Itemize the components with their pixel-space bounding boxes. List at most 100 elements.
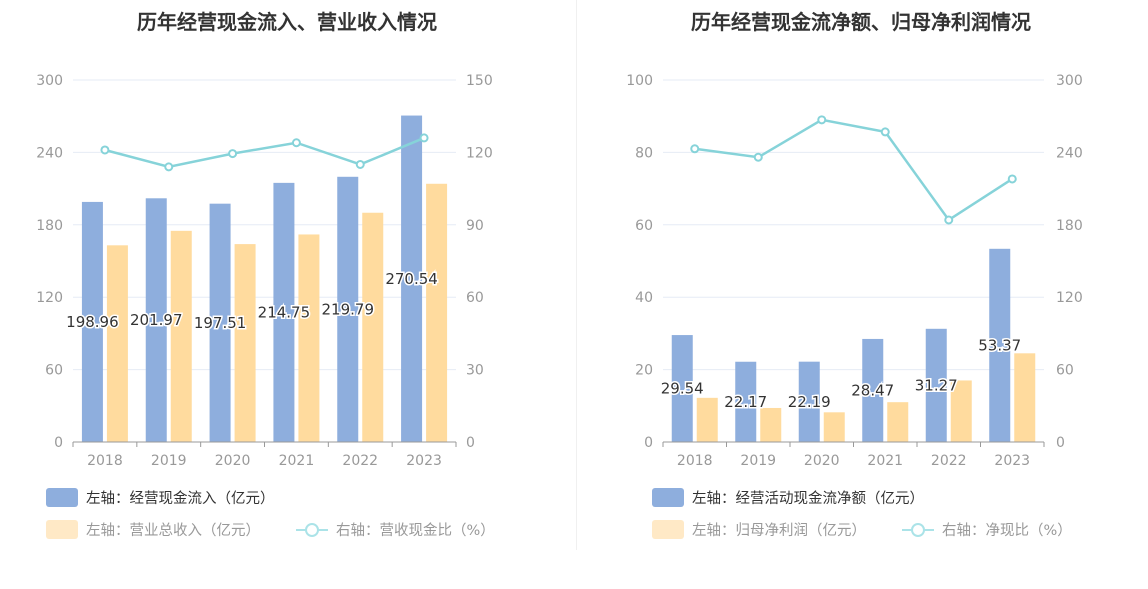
legend-label: 左轴：归母净利润（亿元） xyxy=(692,523,866,539)
line-point xyxy=(100,145,110,155)
x-axis-tick-label: 2021 xyxy=(867,453,903,469)
legend-label: 右轴：净现比（%） xyxy=(942,523,1072,539)
line-series xyxy=(104,136,425,169)
bar-series-1 xyxy=(735,361,757,442)
bar-series-1 xyxy=(81,201,103,442)
line-point xyxy=(419,133,429,143)
bar-series-1 xyxy=(925,328,947,442)
bar-series-2 xyxy=(887,402,909,442)
y-axis-left-tick-label: 60 xyxy=(635,218,653,234)
y-axis-left-tick-label: 40 xyxy=(635,290,653,306)
bar-data-label: 219.79 xyxy=(322,300,375,318)
y-axis-right-tick-label: 180 xyxy=(1056,218,1083,234)
legend-item-cash-revenue-ratio[interactable]: 右轴：营收现金比（%） xyxy=(296,519,495,540)
x-axis-tick-label: 2022 xyxy=(342,453,378,469)
bar-series-2 xyxy=(1014,353,1036,442)
y-axis-right-tick-label: 0 xyxy=(466,435,475,451)
x-axis-tick-label: 2020 xyxy=(215,453,251,469)
x-axis-tick-label: 2018 xyxy=(87,453,123,469)
line-point xyxy=(753,152,763,162)
chart-panel-net-cash-flow: 历年经营现金流净额、归母净利润情况 0 20 40 60 80 100 0 60 120 180 2… xyxy=(574,0,1148,589)
legend-line-icon xyxy=(296,520,328,539)
bar-data-label: 31.27 xyxy=(915,376,958,394)
bar-data-label: 197.51 xyxy=(194,314,247,332)
chart-title: 历年经营现金流净额、归母净利润情况 xyxy=(691,10,1031,34)
y-axis-right-tick-label: 240 xyxy=(1056,145,1083,161)
bar-series-2 xyxy=(823,412,845,442)
y-axis-right-tick-label: 30 xyxy=(466,363,484,379)
x-axis-tick-label: 2020 xyxy=(804,453,840,469)
y-axis-left-tick-label: 120 xyxy=(36,290,63,306)
bar-series-2 xyxy=(760,407,782,442)
y-axis-left-tick-label: 0 xyxy=(644,435,653,451)
bar-data-label: 22.17 xyxy=(724,393,767,411)
line-point xyxy=(291,138,301,148)
y-axis-right-tick-label: 60 xyxy=(1056,363,1074,379)
legend-swatch-blue xyxy=(652,488,684,507)
bar-series-1 xyxy=(273,182,295,442)
bar-data-label: 214.75 xyxy=(258,303,311,321)
legend-label: 右轴：营收现金比（%） xyxy=(336,523,495,539)
bar-series-2 xyxy=(298,234,320,442)
line-series xyxy=(694,118,1013,222)
x-axis-tick-label: 2022 xyxy=(931,453,967,469)
bar-series-1 xyxy=(989,248,1011,442)
legend-swatch-yellow xyxy=(652,520,684,539)
legend-label: 左轴：营业总收入（亿元） xyxy=(86,523,260,539)
y-axis-left-tick-label: 240 xyxy=(36,145,63,161)
y-axis-left-tick-label: 20 xyxy=(635,363,653,379)
legend-swatch-yellow xyxy=(46,520,78,539)
bar-series-1 xyxy=(209,203,231,442)
bar-series-2 xyxy=(106,245,128,442)
y-axis-left-tick-label: 300 xyxy=(36,73,63,89)
x-axis-tick-label: 2023 xyxy=(406,453,442,469)
line-point xyxy=(690,144,700,154)
bar-data-label: 270.54 xyxy=(385,270,438,288)
y-axis-right-tick-label: 300 xyxy=(1056,73,1083,89)
bar-series-2 xyxy=(696,397,718,442)
line-point xyxy=(817,115,827,125)
bar-data-label: 28.47 xyxy=(851,381,894,399)
bar-data-label: 53.37 xyxy=(978,336,1021,354)
chart-panel-cash-inflow: 历年经营现金流入、营业收入情况 0 60 120 180 240 300 0 30 60 90 12… xyxy=(36,10,495,540)
line-point xyxy=(228,149,238,159)
y-axis-left-tick-label: 0 xyxy=(54,435,63,451)
legend-swatch-blue xyxy=(46,488,78,507)
chart-plot-area: 0 60 120 180 240 300 0 30 60 90 120 150 2018 2019 2020… xyxy=(36,73,493,469)
bar-data-label: 201.97 xyxy=(130,311,183,329)
legend-item-cash-inflow[interactable]: 左轴：经营现金流入（亿元） xyxy=(46,487,275,508)
bar-data-label: 29.54 xyxy=(661,380,704,398)
legend-line-icon xyxy=(902,520,934,539)
x-axis-tick-label: 2023 xyxy=(994,453,1030,469)
bar-series-2 xyxy=(362,212,384,442)
bar-series-2 xyxy=(426,183,448,443)
legend-item-net-cash-flow[interactable]: 左轴：经营活动现金流净额（亿元） xyxy=(652,487,924,508)
legend-label: 左轴：经营活动现金流净额（亿元） xyxy=(692,491,924,507)
legend-item-net-profit[interactable]: 左轴：归母净利润（亿元） xyxy=(652,519,866,540)
bar-series-1 xyxy=(337,176,359,442)
bar-data-label: 198.96 xyxy=(66,313,119,331)
bar-series-1 xyxy=(145,198,167,442)
legend-item-revenue[interactable]: 左轴：营业总收入（亿元） xyxy=(46,519,260,540)
bar-series-1 xyxy=(671,335,693,442)
panel-divider xyxy=(576,0,577,550)
y-axis-right-tick-label: 120 xyxy=(1056,290,1083,306)
y-axis-left-tick-label: 100 xyxy=(626,73,653,89)
line-point xyxy=(164,162,174,172)
y-axis-left-tick-label: 60 xyxy=(45,363,63,379)
chart-title: 历年经营现金流入、营业收入情况 xyxy=(137,10,437,34)
bar-data-label: 22.19 xyxy=(788,393,831,411)
x-axis-tick-label: 2018 xyxy=(677,453,713,469)
line-point xyxy=(944,215,954,225)
y-axis-right-tick-label: 120 xyxy=(466,145,493,161)
bar-series-1 xyxy=(862,338,884,442)
y-axis-right-tick-label: 90 xyxy=(466,218,484,234)
line-point xyxy=(880,127,890,137)
bar-series-2 xyxy=(234,244,256,442)
y-axis-right-tick-label: 150 xyxy=(466,73,493,89)
bar-series-1 xyxy=(798,361,820,442)
bar-series-1 xyxy=(401,115,423,442)
x-axis-tick-label: 2019 xyxy=(740,453,776,469)
line-point xyxy=(355,159,365,169)
legend-item-net-cash-ratio[interactable]: 右轴：净现比（%） xyxy=(902,519,1072,540)
